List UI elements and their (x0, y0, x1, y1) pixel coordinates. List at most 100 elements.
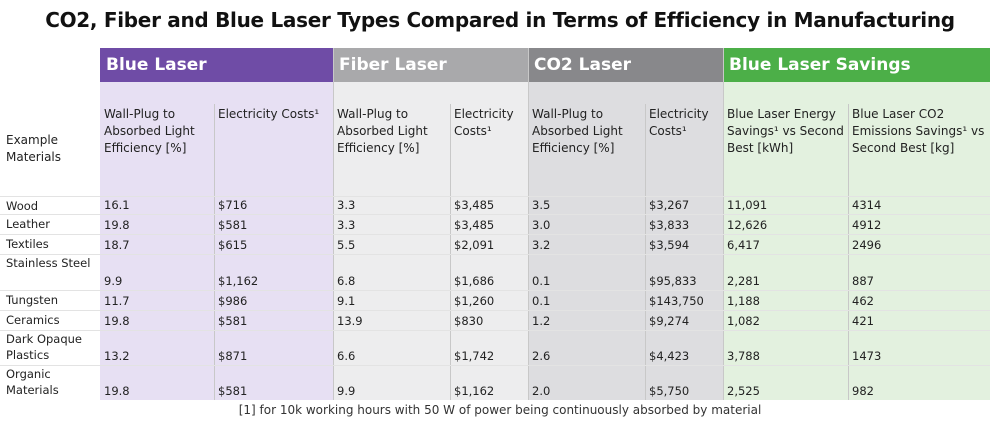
row-divider (0, 330, 990, 331)
table-cell: 3,788 (727, 349, 760, 363)
material-name: Stainless Steel (6, 256, 91, 270)
table-cell: $581 (218, 314, 248, 328)
table-cell: $3,485 (454, 218, 495, 232)
table-cell: 887 (852, 274, 874, 288)
table-cell: 19.8 (104, 218, 130, 232)
group-divider (333, 48, 334, 400)
table-cell: $830 (454, 314, 484, 328)
group-background (528, 48, 723, 400)
table-cell: 1,188 (727, 294, 760, 308)
column-header: Blue Laser CO2 Emissions Savings¹ vs Sec… (852, 107, 985, 155)
table-cell: 1,082 (727, 314, 760, 328)
column-header: Wall-Plug to Absorbed Light Efficiency [… (532, 107, 623, 155)
column-header: Electricity Costs¹ (218, 107, 320, 121)
table-cell: $3,485 (454, 198, 495, 212)
table-cell: 0.1 (532, 294, 551, 308)
material-name: Textiles (6, 237, 49, 251)
column-divider (450, 104, 451, 400)
table-cell: $1,686 (454, 274, 495, 288)
table-cell: 4314 (852, 198, 882, 212)
row-divider (0, 254, 990, 255)
column-divider (214, 104, 215, 400)
table-cell: $3,594 (649, 238, 690, 252)
material-name: Organic Materials (6, 367, 59, 397)
group-header: Blue Laser Savings (723, 48, 990, 82)
table-cell: 1473 (852, 349, 882, 363)
table-cell: 3.0 (532, 218, 551, 232)
column-header: Electricity Costs¹ (454, 107, 514, 138)
table-cell: 3.5 (532, 198, 551, 212)
table-cell: 0.1 (532, 274, 551, 288)
group-header: Blue Laser (100, 48, 333, 82)
row-divider (0, 214, 990, 215)
table-cell: 2.0 (532, 384, 551, 398)
column-divider (848, 104, 849, 400)
table-cell: 2,525 (727, 384, 760, 398)
table-cell: $716 (218, 198, 248, 212)
group-header: Fiber Laser (333, 48, 528, 82)
table-cell: 4912 (852, 218, 882, 232)
table-cell: $4,423 (649, 349, 690, 363)
table-cell: 5.5 (337, 238, 356, 252)
row-header: Example Materials (6, 133, 62, 164)
footnote: [1] for 10k working hours with 50 W of p… (238, 403, 762, 417)
group-background (723, 48, 990, 400)
row-divider (0, 365, 990, 366)
table-cell: 982 (852, 384, 874, 398)
table-cell: 1.2 (532, 314, 551, 328)
group-background (333, 48, 528, 400)
table-cell: 19.8 (104, 314, 130, 328)
table-cell: $1,162 (218, 274, 259, 288)
column-divider (645, 104, 646, 400)
table-cell: $986 (218, 294, 248, 308)
table-cell: 6.6 (337, 349, 356, 363)
table-cell: 12,626 (727, 218, 768, 232)
group-divider (528, 48, 529, 400)
table-cell: 18.7 (104, 238, 130, 252)
page-title: CO2, Fiber and Blue Laser Types Compared… (45, 8, 955, 32)
table-cell: $1,162 (454, 384, 495, 398)
table-cell: 16.1 (104, 198, 130, 212)
table-cell: $1,742 (454, 349, 495, 363)
material-name: Dark Opaque Plastics (6, 332, 83, 362)
material-name: Leather (6, 217, 50, 231)
table-cell: 3.3 (337, 198, 356, 212)
row-divider (0, 310, 990, 311)
table-cell: 2496 (852, 238, 882, 252)
table-cell: $9,274 (649, 314, 690, 328)
material-name: Ceramics (6, 313, 60, 327)
group-header: CO2 Laser (528, 48, 723, 82)
row-divider (0, 234, 990, 235)
table-cell: 11.7 (104, 294, 130, 308)
material-name: Tungsten (6, 293, 59, 307)
table-cell: $143,750 (649, 294, 704, 308)
material-name: Wood (6, 199, 39, 213)
group-divider (723, 48, 724, 400)
group-background (100, 48, 333, 400)
table-cell: $581 (218, 384, 248, 398)
table-cell: 9.9 (104, 274, 123, 288)
table-cell: $1,260 (454, 294, 495, 308)
row-divider (0, 290, 990, 291)
table-cell: 2,281 (727, 274, 760, 288)
table-cell: $95,833 (649, 274, 697, 288)
column-header: Wall-Plug to Absorbed Light Efficiency [… (337, 107, 428, 155)
column-header: Blue Laser Energy Savings¹ vs Second Bes… (727, 107, 844, 155)
table-cell: $615 (218, 238, 248, 252)
table-cell: $3,833 (649, 218, 690, 232)
table-cell: $3,267 (649, 198, 690, 212)
table-cell: 6,417 (727, 238, 760, 252)
column-header: Electricity Costs¹ (649, 107, 709, 138)
table-cell: 421 (852, 314, 874, 328)
column-header: Wall-Plug to Absorbed Light Efficiency [… (104, 107, 195, 155)
table-cell: 2.6 (532, 349, 551, 363)
table-cell: $871 (218, 349, 248, 363)
table-cell: 13.2 (104, 349, 130, 363)
table-cell: $581 (218, 218, 248, 232)
table-cell: 9.9 (337, 384, 356, 398)
table-cell: $5,750 (649, 384, 690, 398)
table-cell: 3.2 (532, 238, 551, 252)
table-cell: 3.3 (337, 218, 356, 232)
table-cell: 13.9 (337, 314, 363, 328)
table-cell: 11,091 (727, 198, 768, 212)
